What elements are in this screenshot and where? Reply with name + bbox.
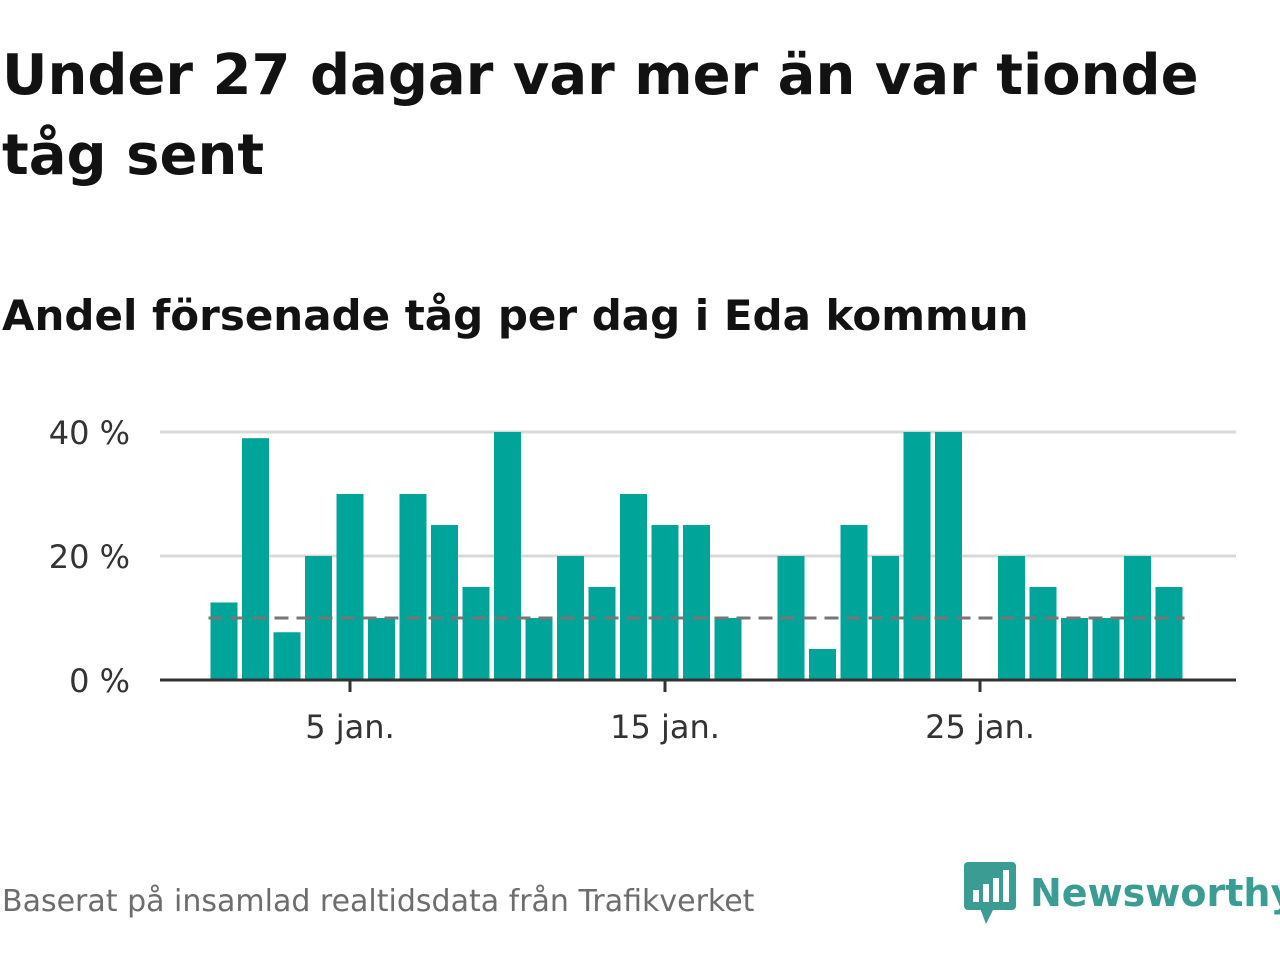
bar <box>714 618 742 680</box>
bar <box>588 587 616 680</box>
bar <box>1029 587 1057 680</box>
newsworthy-logo-text: Newsworthy <box>1030 871 1280 915</box>
bar <box>368 618 395 680</box>
chart-subtitle: Andel försenade tåg per dag i Eda kommun <box>2 291 1029 340</box>
chart-title: Under 27 dagar var mer än var tionde tåg… <box>2 43 1199 188</box>
source-note: Baserat på insamlad realtidsdata från Tr… <box>2 884 755 919</box>
bar <box>651 525 679 680</box>
y-axis-tick-labels: 0 % 20 % 40 % <box>49 414 130 700</box>
y-tick-label: 20 % <box>49 538 130 576</box>
bar <box>683 525 710 680</box>
bar <box>935 432 962 680</box>
bar <box>840 525 868 680</box>
bar-chart: 0 % 20 % 40 % 5 jan. 15 jan. 25 jan. <box>49 414 1236 746</box>
newsworthy-logo-icon <box>964 862 1016 924</box>
bar <box>1092 618 1120 680</box>
x-axis-ticks: 5 jan. 15 jan. 25 jan. <box>305 680 1035 746</box>
bar <box>903 432 931 680</box>
bar <box>273 632 301 680</box>
bar <box>1155 587 1183 680</box>
bar <box>399 494 427 680</box>
x-tick-label: 15 jan. <box>610 708 720 746</box>
y-tick-label: 0 % <box>69 662 130 700</box>
bar <box>462 587 490 680</box>
y-tick-label: 40 % <box>49 414 130 452</box>
bar <box>494 432 521 680</box>
bar <box>336 494 364 680</box>
bar <box>525 618 553 680</box>
bar <box>620 494 647 680</box>
bar <box>210 602 238 680</box>
bar <box>809 649 836 680</box>
bar <box>1061 618 1088 680</box>
x-tick-label: 25 jan. <box>925 708 1035 746</box>
newsworthy-logo: Newsworthy <box>964 862 1280 924</box>
x-tick-label: 5 jan. <box>305 708 394 746</box>
bar <box>242 438 269 680</box>
bar <box>431 525 458 680</box>
